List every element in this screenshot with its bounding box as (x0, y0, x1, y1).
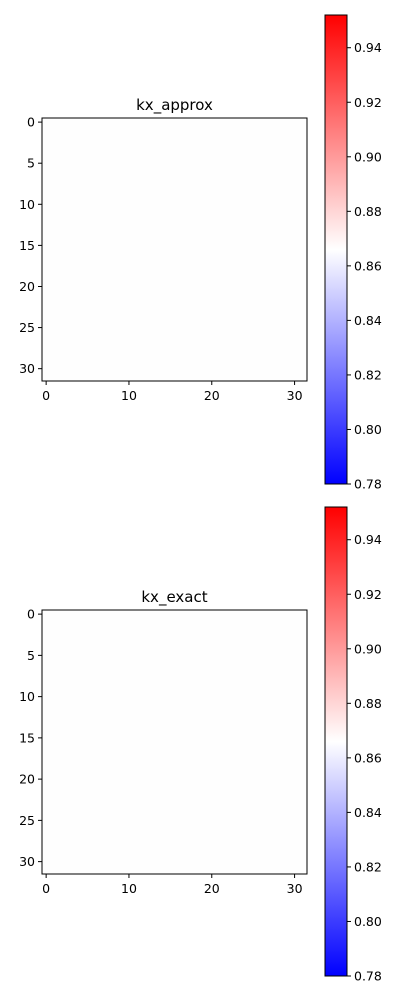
y-tick-label: 10 (19, 689, 35, 704)
x-tick-label: 0 (42, 881, 50, 896)
x-tick-label: 30 (287, 881, 303, 896)
colorbar-gradient (325, 15, 347, 484)
colorbar-tick-label: 0.84 (354, 805, 382, 820)
plot-title: kx_approx (136, 96, 213, 115)
colorbar-tick-label: 0.88 (354, 204, 382, 219)
panel-1: kx_exact 0 10 20 30 0 5 10 15 20 25 30 0.78 0.80 0.82 0… (19, 506, 382, 984)
y-tick-label: 20 (19, 279, 35, 294)
colorbar-frame (324, 506, 348, 977)
x-tick-label: 10 (121, 881, 137, 896)
colorbar-gradient (325, 507, 347, 976)
colorbar-tick-label: 0.80 (354, 914, 382, 929)
x-tick-label: 0 (42, 388, 50, 403)
y-tick-label: 30 (19, 361, 35, 376)
colorbar-tick-label: 0.90 (354, 149, 382, 164)
colorbar-tick-label: 0.82 (354, 367, 382, 382)
colorbar-frame (324, 14, 348, 485)
y-tick-label: 10 (19, 197, 35, 212)
x-tick-label: 20 (204, 881, 220, 896)
colorbar-tick-label: 0.90 (354, 641, 382, 656)
heatmap-image (42, 610, 307, 874)
y-tick-label: 25 (19, 813, 35, 828)
y-tick-label: 0 (27, 115, 35, 130)
colorbar-tick-label: 0.94 (354, 532, 382, 547)
axes-frame (41, 609, 308, 875)
y-tick-label: 25 (19, 320, 35, 335)
y-tick-label: 15 (19, 238, 35, 253)
y-tick-label: 5 (27, 648, 35, 663)
colorbar-tick-label: 0.92 (354, 95, 382, 110)
colorbar-tick-label: 0.82 (354, 859, 382, 874)
y-tick-label: 0 (27, 607, 35, 622)
heatmap-image (42, 118, 307, 381)
y-tick-label: 5 (27, 156, 35, 171)
panel-0: kx_approx 0 10 20 30 0 5 10 15 20 25 30 0.78 0.80 0.82… (19, 14, 382, 492)
colorbar-tick-label: 0.78 (354, 969, 382, 984)
colorbar-tick-label: 0.94 (354, 40, 382, 55)
colorbar-tick-label: 0.92 (354, 587, 382, 602)
x-tick-label: 20 (204, 388, 220, 403)
y-tick-label: 30 (19, 854, 35, 869)
colorbar-tick-label: 0.86 (354, 750, 382, 765)
axes-frame (41, 117, 308, 382)
x-tick-label: 10 (121, 388, 137, 403)
y-tick-label: 15 (19, 730, 35, 745)
colorbar-tick-label: 0.88 (354, 696, 382, 711)
colorbar-tick-label: 0.86 (354, 258, 382, 273)
y-tick-label: 20 (19, 772, 35, 787)
colorbar-tick-label: 0.80 (354, 422, 382, 437)
plot-title: kx_exact (141, 588, 207, 607)
colorbar-tick-label: 0.78 (354, 477, 382, 492)
colorbar-tick-label: 0.84 (354, 313, 382, 328)
x-tick-label: 30 (287, 388, 303, 403)
